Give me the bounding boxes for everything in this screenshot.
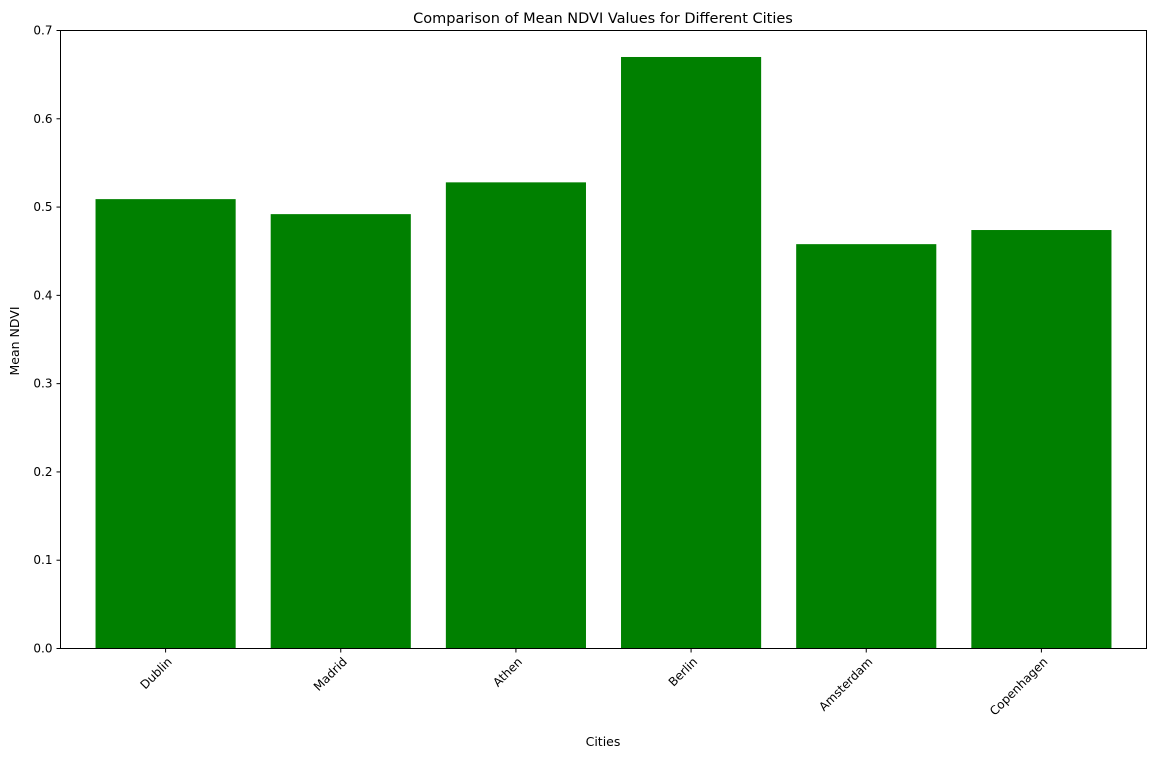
y-tick-label: 0.5 [33,200,52,214]
bar-dublin [95,199,236,649]
y-tick-label: 0.0 [33,642,52,656]
bar-athen [445,182,586,649]
chart-title: Comparison of Mean NDVI Values for Diffe… [413,11,793,27]
y-ticks-group: 0.0 0.1 0.2 0.3 0.4 0.5 0.6 0.7 [33,24,61,656]
y-tick-label: 0.1 [33,553,52,567]
y-tick-label: 0.7 [33,24,52,38]
y-axis-label: Mean NDVI [7,306,22,375]
y-tick-label: 0.4 [33,288,52,302]
x-tick-label-copenhagen: Copenhagen [987,655,1051,719]
bars-group [95,56,1112,649]
x-axis-label: Cities [586,734,621,749]
x-tick-label-dublin: Dublin [137,655,174,692]
bar-madrid [270,214,411,649]
y-tick-label: 0.6 [33,112,52,126]
plot-frame [60,30,1147,649]
bar-amsterdam [796,244,937,649]
x-ticks-group: Dublin Madrid Athen Berlin Amsterdam Copenhag… [137,648,1051,719]
bar-berlin [621,56,762,649]
y-tick-label: 0.2 [33,465,52,479]
x-tick-label-amsterdam: Amsterdam [816,655,875,714]
x-tick-label-berlin: Berlin [666,655,701,690]
y-tick-label: 0.3 [33,377,52,391]
bar-copenhagen [971,230,1112,649]
x-tick-label-athen: Athen [490,655,525,690]
x-tick-label-madrid: Madrid [311,655,350,694]
